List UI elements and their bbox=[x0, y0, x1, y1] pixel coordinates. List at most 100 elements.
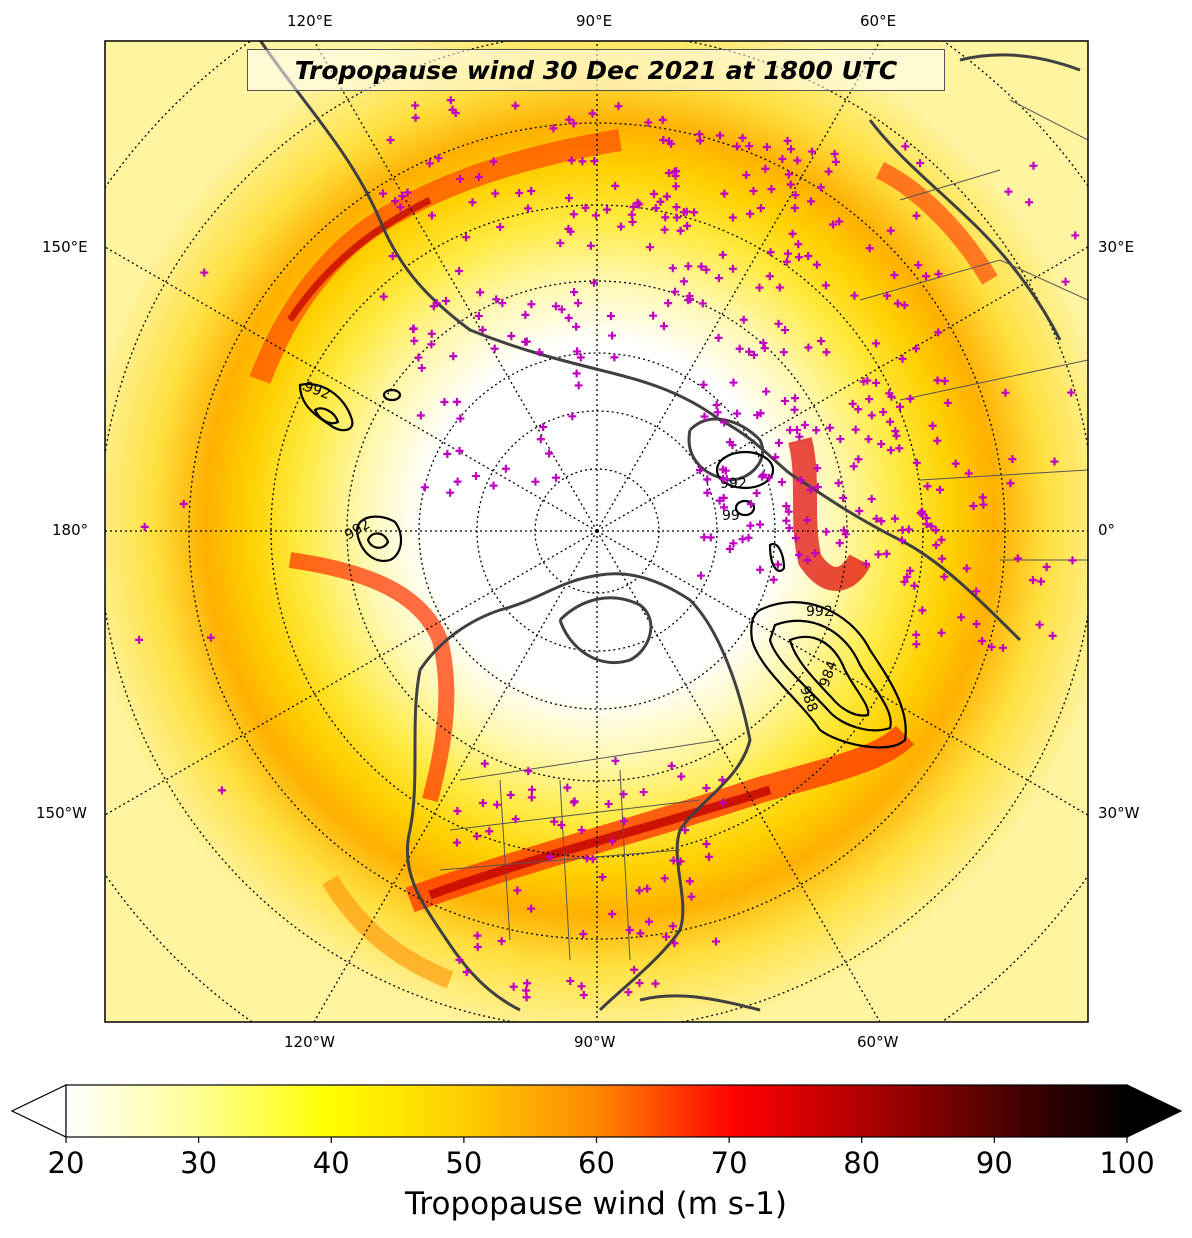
station-marker bbox=[511, 815, 520, 824]
station-marker bbox=[912, 344, 921, 353]
station-marker bbox=[943, 398, 952, 407]
station-marker bbox=[791, 191, 800, 200]
station-marker bbox=[606, 311, 615, 320]
station-marker bbox=[854, 405, 863, 414]
lon-label-right: 30°E bbox=[1098, 238, 1135, 256]
station-marker bbox=[756, 204, 765, 213]
station-marker bbox=[696, 136, 705, 145]
station-marker bbox=[795, 432, 804, 441]
jet-streak-pacific-core bbox=[287, 196, 432, 322]
station-marker bbox=[474, 311, 483, 320]
station-marker bbox=[729, 539, 738, 548]
station-marker bbox=[951, 459, 960, 468]
lon-label-top: 120°E bbox=[287, 12, 333, 30]
station-marker bbox=[784, 249, 793, 258]
station-marker bbox=[497, 937, 506, 946]
station-marker bbox=[854, 455, 863, 464]
station-marker bbox=[887, 392, 896, 401]
station-marker bbox=[803, 516, 812, 525]
graticule-meridians bbox=[105, 41, 1088, 1022]
jet-streak-asia bbox=[875, 161, 998, 285]
station-marker bbox=[895, 402, 904, 411]
station-marker bbox=[739, 315, 748, 324]
station-marker bbox=[898, 536, 907, 545]
station-marker bbox=[478, 325, 487, 334]
station-marker bbox=[791, 534, 800, 543]
station-marker bbox=[755, 283, 764, 292]
station-marker bbox=[579, 991, 588, 1000]
station-marker bbox=[565, 115, 574, 124]
station-marker bbox=[398, 191, 407, 200]
station-marker bbox=[579, 930, 588, 939]
station-marker bbox=[531, 477, 540, 486]
station-marker bbox=[453, 477, 462, 486]
station-marker bbox=[738, 535, 747, 544]
station-marker bbox=[608, 837, 617, 846]
station-marker bbox=[586, 241, 595, 250]
station-marker bbox=[934, 328, 943, 337]
station-marker bbox=[572, 369, 581, 378]
station-marker bbox=[775, 283, 784, 292]
station-marker bbox=[756, 409, 765, 418]
colorbar-tick-label: 50 bbox=[445, 1146, 483, 1180]
station-marker bbox=[761, 164, 770, 173]
station-marker bbox=[528, 785, 537, 794]
station-marker bbox=[443, 450, 452, 459]
station-marker bbox=[901, 142, 910, 151]
station-marker bbox=[835, 538, 844, 547]
station-marker bbox=[861, 559, 870, 568]
station-marker bbox=[706, 533, 715, 542]
station-marker bbox=[782, 257, 791, 266]
station-marker bbox=[672, 213, 681, 222]
station-marker bbox=[746, 500, 755, 509]
station-marker bbox=[667, 139, 676, 148]
station-marker bbox=[410, 336, 419, 345]
station-marker bbox=[825, 423, 834, 432]
station-marker bbox=[449, 352, 458, 361]
station-marker bbox=[573, 347, 582, 356]
station-marker bbox=[886, 417, 895, 426]
station-marker bbox=[591, 211, 600, 220]
station-marker bbox=[498, 299, 507, 308]
station-marker bbox=[557, 305, 566, 314]
station-marker bbox=[718, 250, 727, 259]
station-marker bbox=[774, 438, 783, 447]
station-marker bbox=[636, 929, 645, 938]
station-marker bbox=[662, 932, 671, 941]
station-marker bbox=[719, 493, 728, 502]
station-marker bbox=[403, 188, 412, 197]
station-marker bbox=[851, 425, 860, 434]
station-marker bbox=[764, 473, 773, 482]
station-marker bbox=[680, 277, 689, 286]
station-marker bbox=[793, 156, 802, 165]
station-marker bbox=[696, 466, 705, 475]
station-marker bbox=[883, 291, 892, 300]
station-marker bbox=[462, 968, 471, 977]
station-marker bbox=[914, 261, 923, 270]
station-marker bbox=[685, 877, 694, 886]
station-marker bbox=[569, 798, 578, 807]
station-marker bbox=[570, 288, 579, 297]
station-marker bbox=[782, 516, 791, 525]
station-marker bbox=[904, 525, 913, 534]
station-marker bbox=[620, 817, 629, 826]
station-marker bbox=[811, 549, 820, 558]
station-marker bbox=[644, 917, 653, 926]
station-marker bbox=[725, 545, 734, 554]
station-marker bbox=[912, 630, 921, 639]
station-marker bbox=[574, 381, 583, 390]
station-marker bbox=[879, 408, 888, 417]
station-marker bbox=[455, 955, 464, 964]
station-marker bbox=[446, 488, 455, 497]
station-marker bbox=[509, 982, 518, 991]
station-marker bbox=[821, 281, 830, 290]
station-marker bbox=[763, 143, 772, 152]
station-marker bbox=[812, 260, 821, 269]
station-marker bbox=[898, 354, 907, 363]
station-marker bbox=[396, 203, 405, 212]
station-marker bbox=[786, 426, 795, 435]
station-marker bbox=[564, 224, 573, 233]
station-marker bbox=[865, 244, 874, 253]
station-marker bbox=[589, 278, 598, 287]
station-marker bbox=[732, 142, 741, 151]
